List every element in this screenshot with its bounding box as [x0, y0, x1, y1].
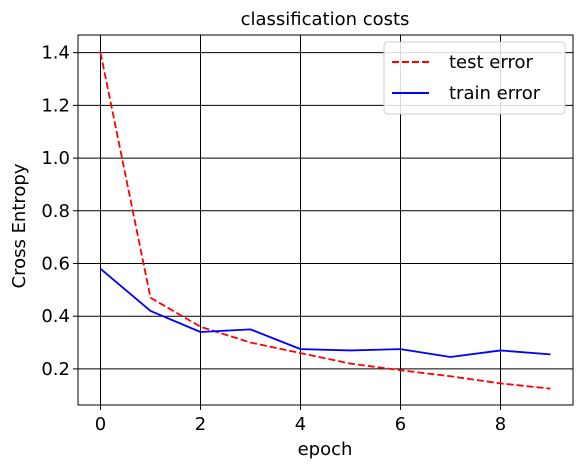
legend: test error train error	[383, 41, 566, 115]
legend-box	[383, 41, 566, 115]
x-axis-label: epoch	[298, 439, 353, 460]
legend-label-train-error: train error	[449, 83, 541, 104]
grid	[78, 35, 573, 405]
chart-title: classification costs	[241, 9, 410, 30]
y-tick-label: 1.2	[41, 95, 70, 116]
y-tick-label: 0.4	[41, 306, 70, 327]
series-layer	[99, 52, 551, 390]
y-tick-label: 0.8	[41, 201, 70, 222]
series-line-train-error	[99, 268, 551, 358]
y-tick-label: 0.2	[41, 359, 70, 380]
x-tick-label: 6	[395, 414, 406, 435]
y-axis-label: Cross Entropy	[9, 163, 30, 288]
x-tick-label: 2	[195, 414, 206, 435]
ticks: 0 2 4 6 8 0.2 0.4 0.6 0.8 1.0 1.2 1.4	[41, 43, 506, 435]
plot-frame	[77, 34, 574, 406]
y-tick-label: 1.4	[41, 43, 70, 64]
x-tick-label: 0	[95, 414, 106, 435]
y-tick-label: 1.0	[41, 148, 70, 169]
x-tick-label: 8	[495, 414, 506, 435]
legend-label-test-error: test error	[449, 52, 533, 73]
x-tick-label: 4	[295, 414, 306, 435]
y-tick-label: 0.6	[41, 253, 70, 274]
